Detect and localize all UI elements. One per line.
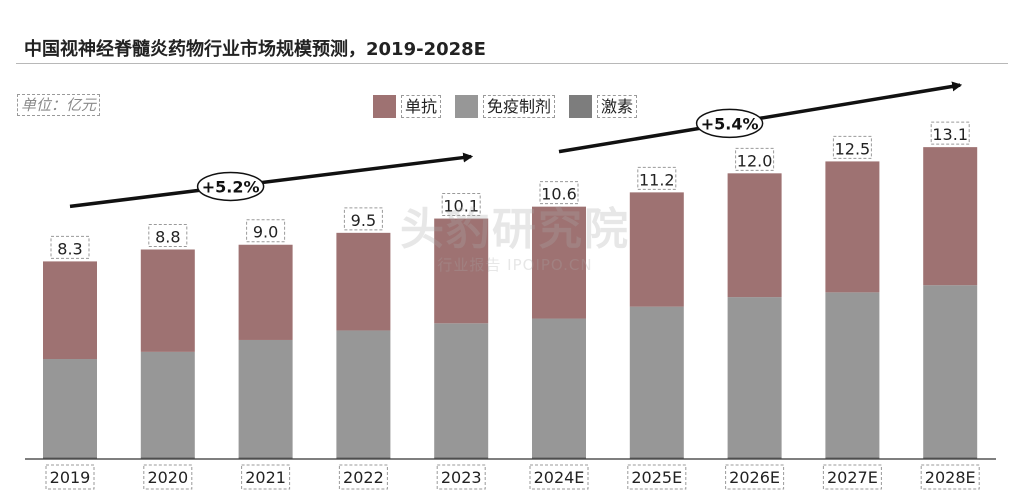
x-tick-box-2021 (241, 464, 291, 490)
bar-mab-2020 (140, 249, 195, 352)
bar-immuno-2021 (238, 339, 293, 457)
x-tick-box-2025E (627, 464, 687, 490)
total-label-2019: 8.3 (57, 239, 82, 258)
x-tick-box-2028E (920, 464, 980, 490)
bar-mab-2022 (336, 232, 391, 331)
total-label-2024E: 10.6 (541, 185, 577, 204)
cagr-arrow-1 (69, 152, 474, 209)
x-tick-box-2022 (338, 464, 388, 490)
legend-label-immuno: 免疫制剂 (483, 95, 556, 118)
x-tick-box-2024E (529, 464, 589, 490)
bar-mab-2027E (825, 161, 880, 293)
total-label-2028E: 13.1 (932, 125, 968, 144)
x-tick-box-2019 (45, 464, 95, 490)
cagr-ellipse-1 (196, 171, 265, 202)
legend-label-hormone: 激素 (597, 95, 638, 118)
page-title: 中国视神经脊髓炎药物行业市场规模预测，2019-2028E (24, 39, 486, 60)
bar-immuno-2024E (532, 318, 586, 457)
total-label-2023: 10.1 (443, 197, 479, 216)
bar-mab-2023 (434, 218, 489, 324)
total-label-2027E: 12.5 (835, 139, 871, 158)
x-tick-label-2022: 2022 (343, 468, 384, 487)
bar-immuno-2019 (43, 359, 97, 457)
bar-hormone-2024E (532, 456, 586, 459)
legend-item-mab: 单抗 (373, 95, 442, 118)
bar-immuno-2028E (923, 285, 978, 457)
legend-item-hormone: 激素 (569, 95, 638, 118)
bar-mab-2026E (727, 173, 782, 298)
total-label-2021: 9.0 (253, 223, 278, 242)
title-divider (16, 63, 1008, 64)
bar-immuno-2026E (727, 297, 782, 457)
x-tick-label-2021: 2021 (245, 468, 286, 487)
x-tick-label-2020: 2020 (147, 468, 188, 487)
cagr-label-1: +5.2% (202, 177, 260, 196)
cagr-ellipse-2 (695, 108, 764, 139)
x-tick-label-2025E: 2025E (631, 468, 682, 487)
x-tick-box-2020 (143, 464, 193, 490)
bar-hormone-2028E (923, 456, 978, 459)
bar-mab-2024E (532, 206, 586, 319)
x-tick-label-2028E: 2028E (925, 468, 976, 487)
x-tick-box-2026E (725, 464, 785, 490)
bar-hormone-2026E (727, 456, 782, 459)
total-label-2026E: 12.0 (737, 151, 773, 170)
total-label-2022: 9.5 (351, 211, 376, 230)
legend-swatch-hormone (569, 95, 593, 118)
bar-immuno-2027E (825, 292, 880, 457)
bar-hormone-2022 (336, 456, 391, 459)
legend-item-immuno: 免疫制剂 (455, 95, 556, 118)
bar-immuno-2020 (140, 351, 195, 457)
bar-hormone-2020 (140, 456, 195, 459)
bar-immuno-2022 (336, 330, 391, 457)
bar-mab-2028E (923, 147, 978, 286)
bar-immuno-2023 (434, 323, 489, 457)
x-tick-box-2023 (436, 464, 486, 490)
bar-hormone-2027E (825, 456, 880, 459)
x-tick-label-2024E: 2024E (534, 468, 585, 487)
bar-hormone-2019 (43, 456, 97, 459)
legend-swatch-mab (373, 95, 396, 118)
bar-mab-2019 (43, 261, 97, 360)
x-tick-label-2026E: 2026E (729, 468, 780, 487)
legend: 单抗 免疫制剂 激素 (373, 95, 651, 118)
bar-mab-2021 (238, 244, 293, 340)
x-tick-label-2027E: 2027E (827, 468, 878, 487)
bar-mab-2025E (629, 192, 684, 307)
unit-label: 单位：亿元 (17, 94, 101, 116)
bar-hormone-2025E (629, 456, 684, 459)
cagr-label-2: +5.4% (701, 114, 759, 133)
bar-immuno-2025E (629, 306, 684, 457)
x-tick-label-2023: 2023 (441, 468, 482, 487)
total-label-2025E: 11.2 (639, 170, 675, 189)
total-label-2020: 8.8 (155, 228, 180, 247)
bar-hormone-2023 (434, 456, 489, 459)
x-tick-label-2019: 2019 (50, 468, 91, 487)
legend-label-mab: 单抗 (401, 95, 442, 118)
legend-swatch-immuno (455, 95, 479, 118)
x-tick-box-2027E (822, 464, 882, 490)
bar-hormone-2021 (238, 456, 293, 459)
